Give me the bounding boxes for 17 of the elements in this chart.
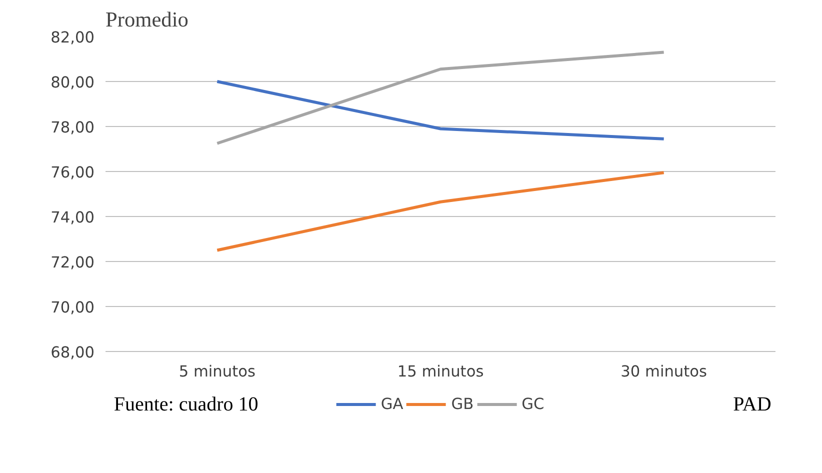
x-tick-label: 15 minutos <box>397 362 484 380</box>
y-tick-label: 78,00 <box>50 118 95 136</box>
y-tick-label: 76,00 <box>50 164 95 182</box>
text: PAD <box>733 394 772 416</box>
legend-label: GC <box>522 395 544 413</box>
x-tick-label: 30 minutos <box>620 362 708 380</box>
legend-label: GB <box>451 395 474 413</box>
y-tick-label: 72,00 <box>50 254 95 272</box>
y-tick-label: 82,00 <box>50 28 95 46</box>
y-tick-label: 68,00 <box>50 344 95 362</box>
y-tick-label: 70,00 <box>50 298 95 316</box>
x-tick-label: 5 minutos <box>178 362 256 380</box>
y-tick-label: 80,00 <box>50 74 95 92</box>
source-note: Fuente: cuadro 10 <box>114 394 258 416</box>
legend-label: GA <box>380 395 404 413</box>
y-axis-title: Promedio <box>106 8 188 32</box>
y-tick-label: 74,00 <box>50 208 95 226</box>
